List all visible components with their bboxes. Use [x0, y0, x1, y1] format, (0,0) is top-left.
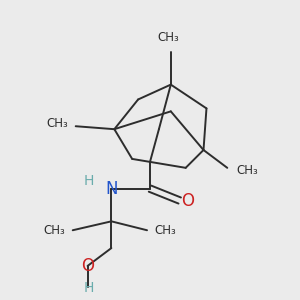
Text: N: N [105, 180, 118, 198]
Text: CH₃: CH₃ [44, 224, 65, 237]
Text: H: H [84, 281, 94, 295]
Text: O: O [81, 257, 94, 275]
Text: CH₃: CH₃ [46, 117, 68, 130]
Text: CH₃: CH₃ [154, 224, 176, 237]
Text: H: H [84, 174, 94, 188]
Text: CH₃: CH₃ [157, 32, 179, 44]
Text: CH₃: CH₃ [236, 164, 258, 177]
Text: O: O [181, 191, 194, 209]
